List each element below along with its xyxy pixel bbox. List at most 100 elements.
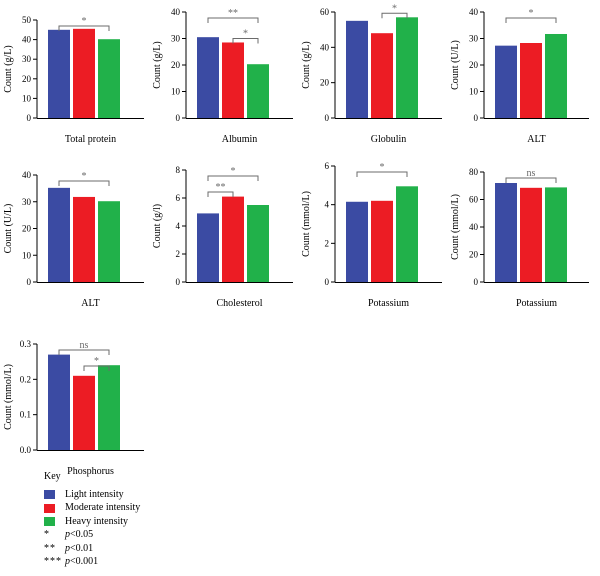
significance-label: * — [82, 16, 87, 27]
bar-moderate — [73, 28, 95, 118]
y-tick-label: 50 — [22, 15, 32, 25]
y-tick-label: 2 — [325, 238, 330, 248]
y-tick-label: 60 — [469, 195, 479, 205]
y-tick-label: 2 — [176, 249, 181, 259]
y-tick-label: 40 — [171, 7, 181, 17]
significance-label: * — [392, 3, 397, 14]
key-pvalue-text: p<0.05 — [65, 529, 94, 541]
bar-heavy — [98, 365, 120, 450]
y-axis-title: Count (U/L) — [3, 204, 14, 254]
chart-title: Albumin — [222, 134, 258, 145]
bar-heavy — [98, 39, 120, 118]
chart-title: Phosphorus — [67, 466, 114, 477]
y-axis-title: Count (g/L) — [301, 41, 312, 89]
key-pvalue-symbol: * — [44, 529, 50, 541]
y-tick-label: 30 — [469, 34, 479, 44]
significance-label: ** — [216, 182, 226, 193]
significance-label: * — [231, 166, 236, 177]
significance-label: * — [82, 171, 87, 182]
key-swatch-moderate — [44, 503, 55, 513]
chart-title: ALT — [527, 134, 546, 145]
y-tick-label: 0.1 — [20, 410, 31, 420]
bar-heavy — [545, 33, 567, 119]
significance-bracket — [58, 349, 110, 355]
significance-bracket — [207, 17, 259, 23]
bar-moderate — [222, 196, 244, 282]
bar-heavy — [247, 205, 269, 282]
significance-bracket — [232, 37, 259, 44]
y-axis-title: Count (mmol/L) — [301, 191, 312, 257]
y-tick-label: 40 — [22, 170, 32, 180]
y-axis-title: Count (g/L) — [3, 45, 14, 93]
y-tick-label: 10 — [469, 87, 479, 97]
y-tick-label: 40 — [469, 7, 479, 17]
key-label-moderate: Moderate intensity — [65, 502, 141, 514]
significance-bracket — [83, 365, 110, 371]
y-tick-label: 6 — [325, 161, 330, 171]
y-tick-label: 0 — [27, 277, 32, 287]
key-pvalue-1: * p<0.05 — [44, 529, 140, 543]
chart-panel-9: 0.0 0.1 0.2 0.3 Count (mmol/L) Phosphorus ns * — [3, 339, 144, 477]
significance-label: ** — [228, 8, 238, 19]
y-axis-title: Count (U/L) — [450, 40, 461, 90]
chart-panel-4: 0 10 20 30 40 Count (U/L) ALT * — [450, 7, 589, 145]
y-tick-label: 30 — [22, 197, 32, 207]
chart-title: Total protein — [65, 134, 116, 145]
bar-light — [346, 20, 368, 118]
significance-label: ns — [527, 168, 536, 179]
bar-light — [197, 213, 219, 282]
significance-label: * — [529, 8, 534, 19]
y-tick-label: 0.2 — [20, 374, 31, 384]
y-tick-label: 20 — [469, 250, 479, 260]
bar-heavy — [247, 64, 269, 118]
y-tick-label: 20 — [22, 74, 32, 84]
y-tick-label: 40 — [469, 222, 479, 232]
key-item-moderate: Moderate intensity — [44, 502, 140, 516]
significance-bracket — [505, 17, 557, 23]
significance-bracket — [356, 171, 408, 177]
y-axis-title: Count (mmol/L) — [3, 364, 14, 430]
bar-heavy — [98, 201, 120, 282]
y-tick-label: 10 — [171, 87, 181, 97]
y-tick-label: 6 — [176, 193, 181, 203]
y-tick-label: 60 — [320, 7, 330, 17]
bar-moderate — [73, 196, 95, 282]
y-tick-label: 10 — [22, 93, 32, 103]
y-tick-label: 0 — [474, 277, 479, 287]
bar-light — [495, 45, 517, 118]
key-item-light: Light intensity — [44, 488, 140, 502]
bar-light — [48, 29, 70, 118]
y-tick-label: 20 — [171, 60, 181, 70]
bar-moderate — [520, 43, 542, 118]
y-tick-label: 20 — [320, 78, 330, 88]
chart-title: Cholesterol — [216, 298, 262, 309]
significance-label: * — [243, 28, 248, 39]
y-tick-label: 0 — [176, 277, 181, 287]
bar-light — [197, 37, 219, 118]
bar-light — [48, 354, 70, 450]
bar-moderate — [371, 200, 393, 282]
significance-bracket — [207, 191, 234, 197]
bar-heavy — [396, 17, 418, 118]
y-axis-title: Count (g/l) — [152, 204, 163, 248]
y-tick-label: 40 — [320, 42, 330, 52]
bar-heavy — [545, 187, 567, 282]
significance-label: ns — [80, 340, 89, 351]
y-tick-label: 4 — [325, 200, 330, 210]
chart-panel-3: 0 20 40 60 Count (g/L) Globulin * — [301, 3, 442, 145]
significance-bracket — [207, 175, 259, 181]
bar-moderate — [73, 375, 95, 450]
significance-label: * — [380, 162, 385, 173]
y-tick-label: 0 — [27, 113, 32, 123]
chart-panel-8: 0 20 40 60 80 Count (mmol/L) Potassium ns — [450, 167, 589, 309]
chart-title: ALT — [81, 298, 100, 309]
significance-bracket — [58, 25, 110, 31]
key: Key Light intensity Moderate intensity H… — [44, 470, 140, 569]
y-axis-title: Count (g/L) — [152, 41, 163, 89]
bar-light — [346, 201, 368, 282]
key-item-heavy: Heavy intensity — [44, 515, 140, 529]
chart-title: Potassium — [516, 298, 557, 309]
y-tick-label: 30 — [171, 34, 181, 44]
bar-moderate — [371, 33, 393, 119]
